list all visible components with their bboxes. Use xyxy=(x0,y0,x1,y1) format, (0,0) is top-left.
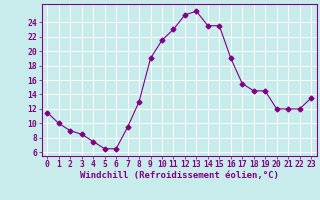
X-axis label: Windchill (Refroidissement éolien,°C): Windchill (Refroidissement éolien,°C) xyxy=(80,171,279,180)
